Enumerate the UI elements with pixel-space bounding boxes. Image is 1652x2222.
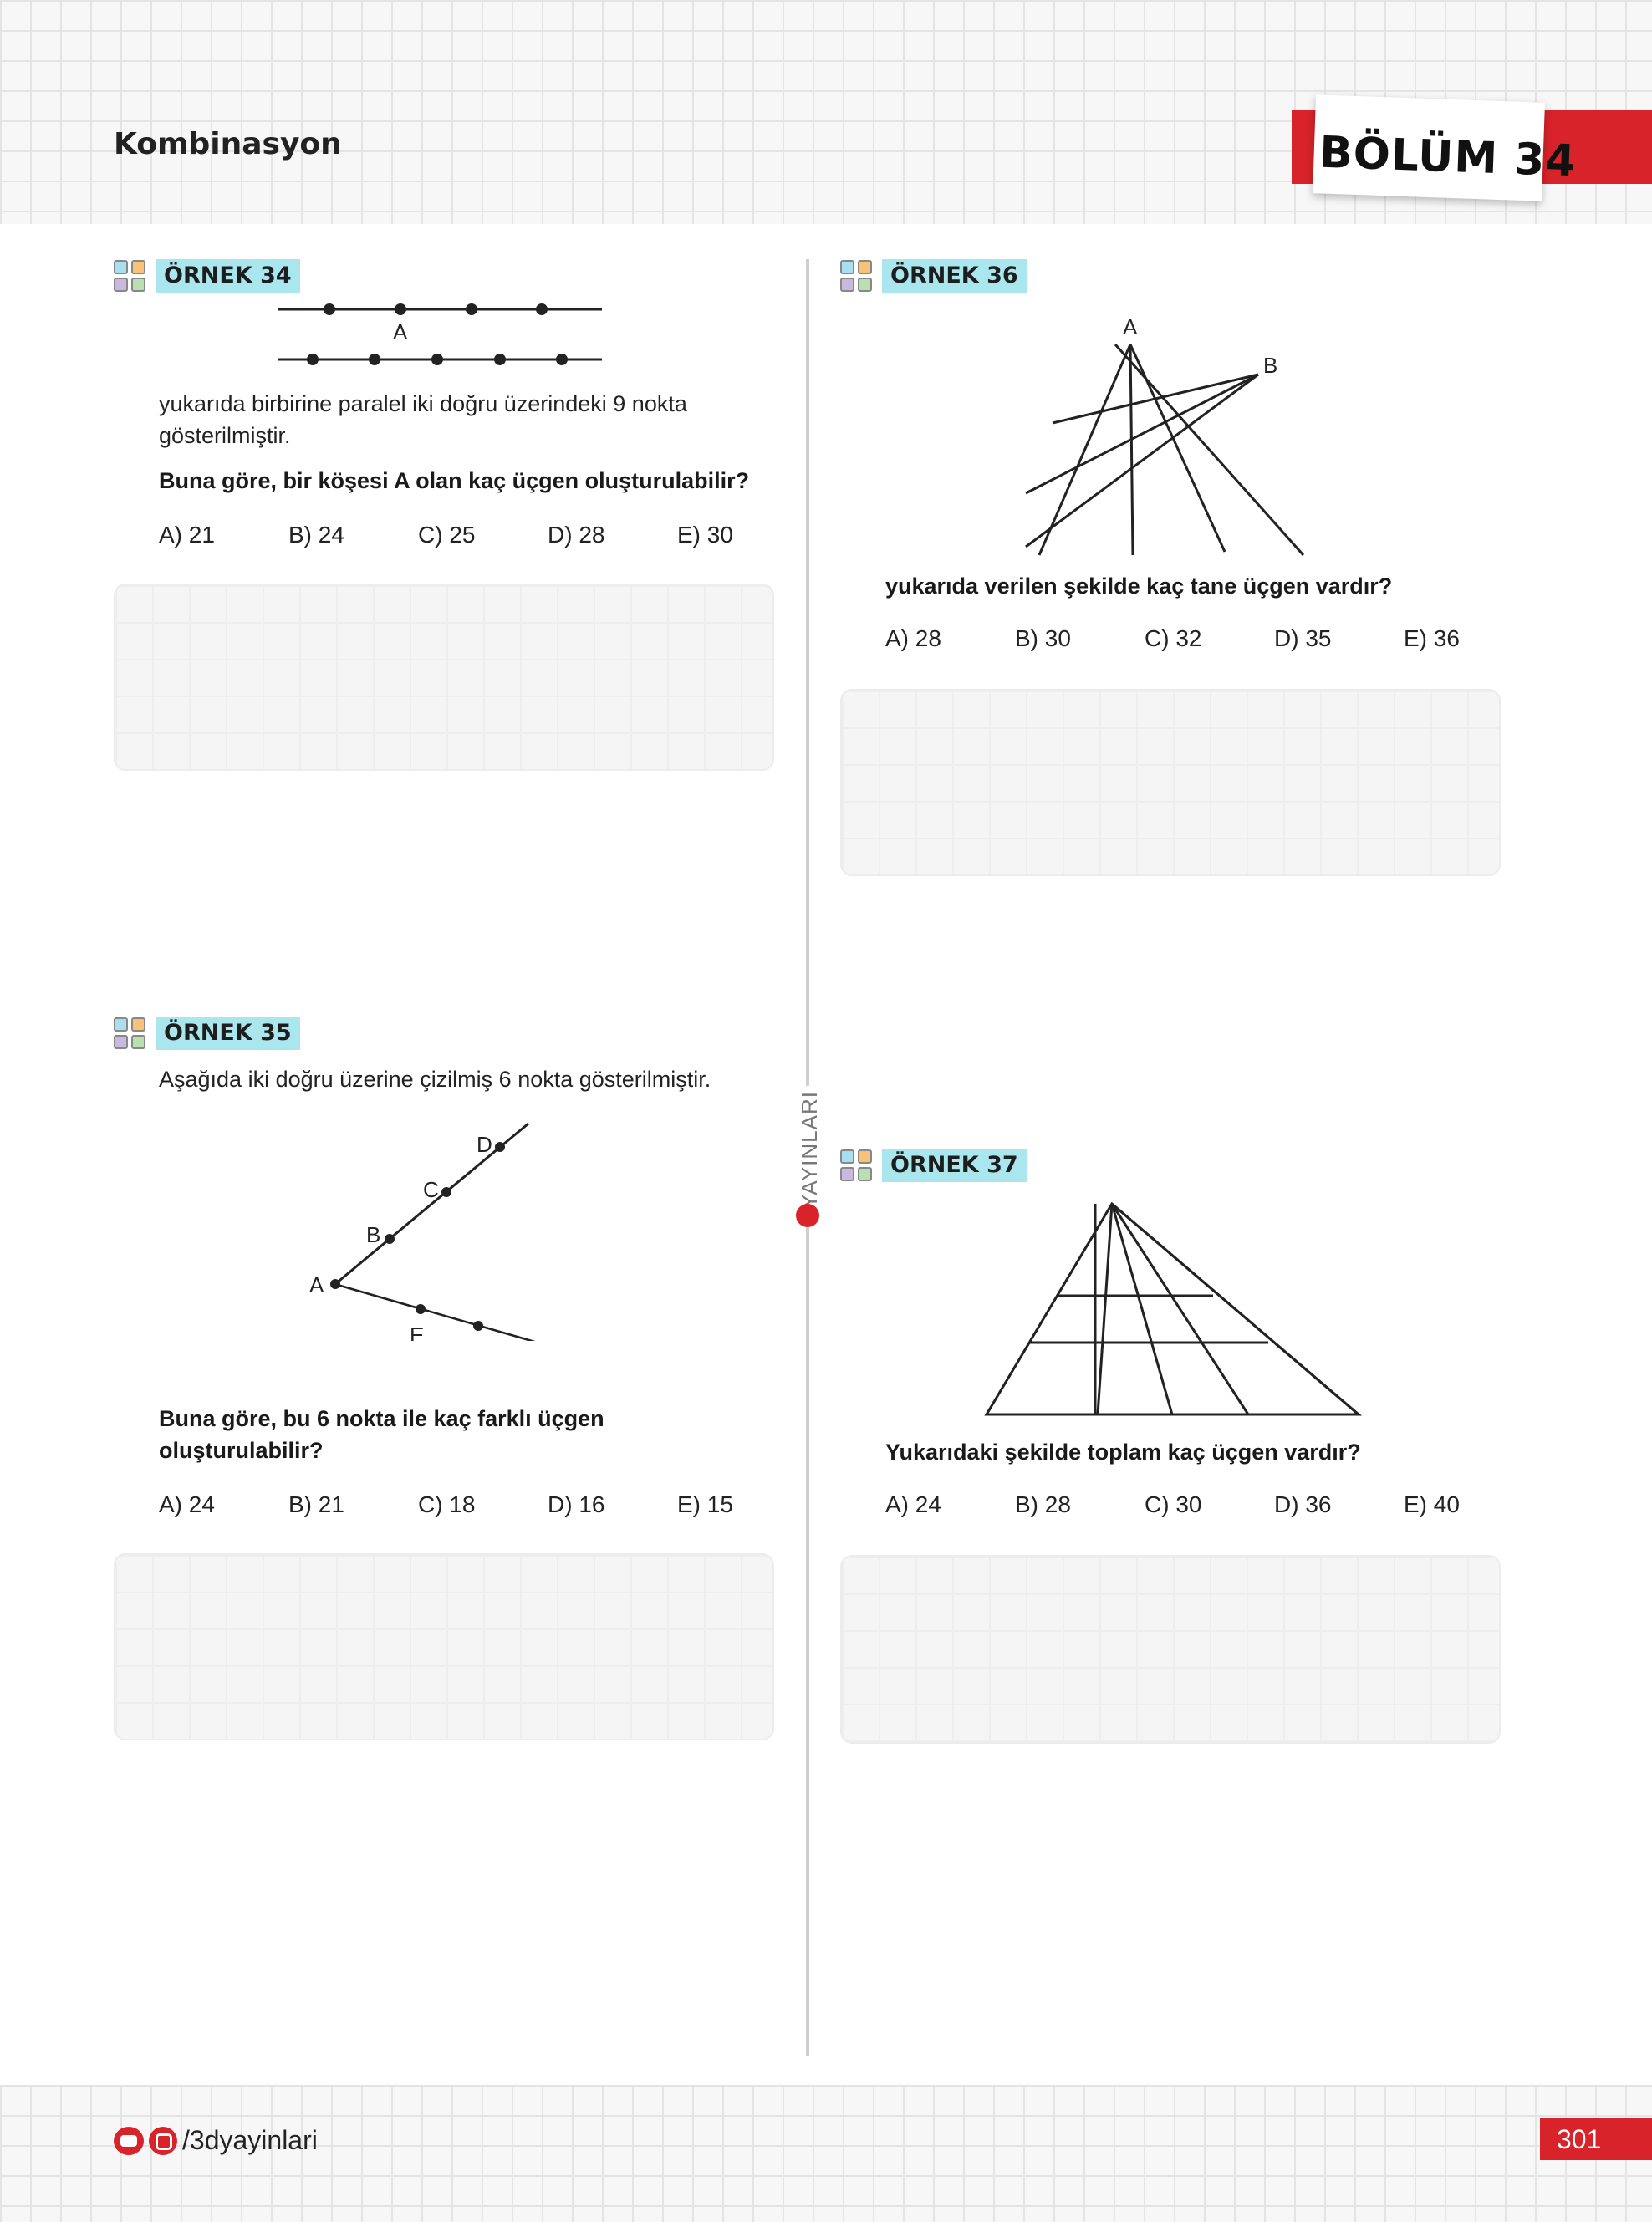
label-e: E [410, 1322, 424, 1341]
label-a: A [309, 1272, 324, 1297]
option-a[interactable]: A) 28 [885, 625, 941, 651]
label-b: B [366, 1222, 380, 1247]
option-b[interactable]: B) 21 [288, 1491, 344, 1517]
two-rays-figure: A B C D E F [309, 1122, 536, 1341]
example-tag-label: ÖRNEK 34 [156, 259, 300, 293]
publisher-logo-icon [796, 1204, 819, 1227]
option-b[interactable]: B) 30 [1015, 625, 1071, 651]
page-number: 301 [1557, 2124, 1602, 2154]
intersecting-lines-figure: A B [1025, 314, 1305, 556]
example-tag-label: ÖRNEK 36 [882, 259, 1027, 293]
option-d[interactable]: D) 16 [548, 1491, 605, 1517]
option-c[interactable]: C) 32 [1145, 625, 1202, 651]
point [324, 303, 335, 315]
example-question: yukarıda verilen şekilde kaç tane üçgen … [885, 573, 1393, 599]
point-f [473, 1321, 483, 1331]
point-c [441, 1187, 451, 1197]
option-d[interactable]: D) 36 [1274, 1491, 1332, 1517]
publisher-mark: YAYINLARI [796, 1078, 823, 1246]
parallel-lines-figure: A [278, 303, 602, 365]
triangle-figure [984, 1201, 1363, 1416]
grid-icon [840, 1149, 874, 1183]
option-a[interactable]: A) 24 [885, 1491, 941, 1517]
option-e[interactable]: E) 40 [1404, 1491, 1460, 1517]
example-37: ÖRNEK 37 Yukarıdaki şekilde toplam kaç ü… [840, 1147, 1509, 1749]
grid-icon [114, 260, 147, 293]
answer-box[interactable] [114, 584, 774, 771]
answer-box[interactable] [840, 1555, 1501, 1744]
publisher-text: YAYINLARI [796, 1086, 823, 1214]
example-text: yukarıda birbirine paralel iki doğru üze… [159, 391, 687, 448]
label-c: C [423, 1177, 439, 1202]
example-35: ÖRNEK 35 Aşağıda iki doğru üzerine çizil… [114, 1015, 774, 1751]
page-header: Kombinasyon BÖLÜM 34 [0, 0, 1652, 224]
label-b: B [1263, 353, 1277, 378]
example-tag-label: ÖRNEK 35 [156, 1017, 300, 1050]
example-question: Buna göre, bu 6 nokta ile kaç farklı üçg… [159, 1406, 604, 1463]
example-36: ÖRNEK 36 A B yukarıda verilen şekilde ka… [840, 257, 1509, 876]
point-b [385, 1234, 395, 1244]
label-a: A [393, 319, 408, 344]
example-34: ÖRNEK 34 A yukarıda birbirine paralel ik… [114, 257, 774, 776]
point [536, 303, 548, 315]
point [466, 303, 477, 315]
option-e[interactable]: E) 36 [1404, 625, 1460, 651]
option-b[interactable]: B) 28 [1015, 1491, 1071, 1517]
option-d[interactable]: D) 28 [548, 522, 605, 548]
point-a [330, 1279, 340, 1289]
grid-icon [114, 1017, 147, 1051]
page-number-badge [1540, 2118, 1652, 2160]
instagram-icon[interactable] [149, 2127, 177, 2155]
point-e [416, 1304, 426, 1314]
point [431, 354, 443, 365]
point [494, 354, 506, 365]
answer-box[interactable] [840, 689, 1501, 876]
page-footer [0, 2085, 1652, 2222]
option-a[interactable]: A) 21 [159, 522, 215, 548]
option-c[interactable]: C) 25 [418, 522, 476, 548]
point [556, 354, 568, 365]
point-d [495, 1142, 505, 1152]
point [369, 354, 380, 365]
youtube-icon[interactable] [114, 2127, 144, 2155]
example-tag-label: ÖRNEK 37 [882, 1149, 1027, 1182]
section-label: BÖLÜM 34 [1318, 127, 1578, 187]
answer-box[interactable] [114, 1553, 774, 1740]
example-question: Buna göre, bir köşesi A olan kaç üçgen o… [159, 468, 750, 493]
option-e[interactable]: E) 15 [677, 1491, 733, 1517]
option-b[interactable]: B) 24 [288, 522, 344, 548]
option-a[interactable]: A) 24 [159, 1491, 215, 1517]
topic-title: Kombinasyon [114, 127, 342, 161]
option-c[interactable]: C) 18 [418, 1491, 476, 1517]
example-question: Yukarıdaki şekilde toplam kaç üçgen vard… [885, 1440, 1361, 1465]
point [307, 354, 319, 365]
option-e[interactable]: E) 30 [677, 522, 733, 548]
social-handle[interactable]: /3dyayinlari [182, 2125, 318, 2155]
grid-icon [840, 260, 874, 293]
example-text: Aşağıda iki doğru üzerine çizilmiş 6 nok… [159, 1067, 711, 1092]
label-d: D [477, 1132, 492, 1157]
label-a: A [1123, 314, 1138, 339]
point-a [395, 303, 406, 315]
option-c[interactable]: C) 30 [1145, 1491, 1202, 1517]
option-d[interactable]: D) 35 [1274, 625, 1332, 651]
